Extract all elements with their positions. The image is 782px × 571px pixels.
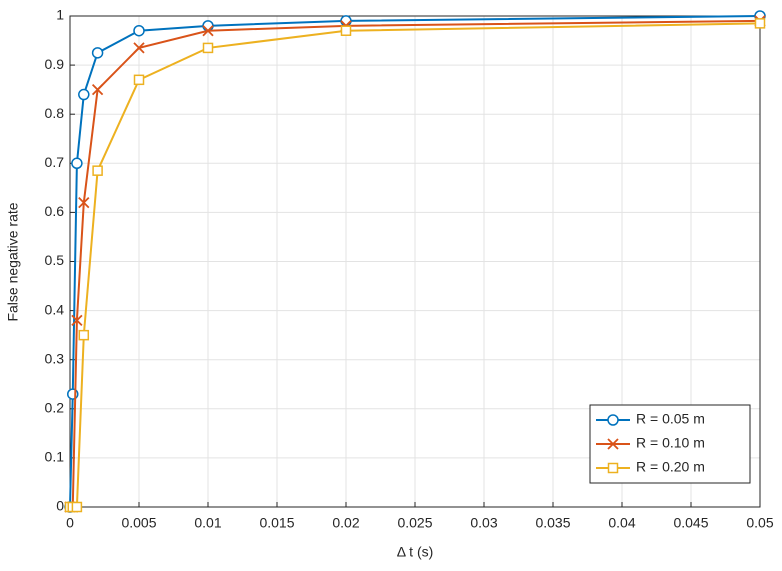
x-tick-label: 0.045 <box>673 515 708 531</box>
marker <box>78 196 90 209</box>
marker <box>340 15 352 27</box>
y-tick-label: 0.9 <box>45 56 65 72</box>
x-tick-label: 0.02 <box>332 515 359 531</box>
y-tick-label: 0 <box>56 498 64 514</box>
marker <box>91 84 104 96</box>
marker <box>202 42 214 54</box>
x-tick-label: 0 <box>66 515 74 531</box>
y-tick-label: 0.5 <box>45 252 65 268</box>
marker <box>133 24 145 37</box>
marker <box>71 157 83 170</box>
marker <box>71 314 83 327</box>
x-tick-label: 0.035 <box>535 515 570 531</box>
x-tick-label: 0.005 <box>121 515 156 531</box>
marker <box>133 74 145 86</box>
marker <box>607 438 619 450</box>
y-tick-label: 0.6 <box>45 203 65 219</box>
y-tick-label: 0.2 <box>45 400 65 416</box>
marker <box>133 42 145 54</box>
x-tick-label: 0.025 <box>397 515 432 531</box>
marker <box>91 47 104 59</box>
x-tick-label: 0.01 <box>194 515 221 531</box>
legend-label: R = 0.05 m <box>636 411 705 427</box>
marker <box>607 414 619 426</box>
legend: R = 0.05 m R = 0.10 m R = 0.20 m <box>589 404 751 484</box>
marker <box>202 20 214 32</box>
marker <box>607 462 619 474</box>
x-tick-label: 0.015 <box>259 515 294 531</box>
marker <box>78 88 90 101</box>
marker <box>202 25 214 37</box>
x-tick-label: 0.04 <box>608 515 635 531</box>
marker <box>754 18 766 29</box>
legend-label: R = 0.10 m <box>636 435 705 451</box>
marker <box>92 165 103 176</box>
x-tick-label: 0.03 <box>470 515 497 531</box>
y-tick-label: 0.3 <box>45 350 65 366</box>
y-tick-label: 0.7 <box>45 154 65 170</box>
marker <box>71 501 83 513</box>
y-tick-label: 0.8 <box>45 105 65 121</box>
y-axis-label: False negative rate <box>5 202 21 321</box>
y-tick-label: 1 <box>56 7 64 23</box>
marker <box>340 25 352 36</box>
x-axis-label: Δ t (s) <box>397 544 434 560</box>
y-tick-label: 0.4 <box>45 301 65 317</box>
marker <box>78 329 90 341</box>
y-tick-label: 0.1 <box>45 449 65 465</box>
plot-frame <box>69 15 761 508</box>
x-tick-label: 0.05 <box>746 515 773 531</box>
legend-label: R = 0.20 m <box>636 459 705 475</box>
